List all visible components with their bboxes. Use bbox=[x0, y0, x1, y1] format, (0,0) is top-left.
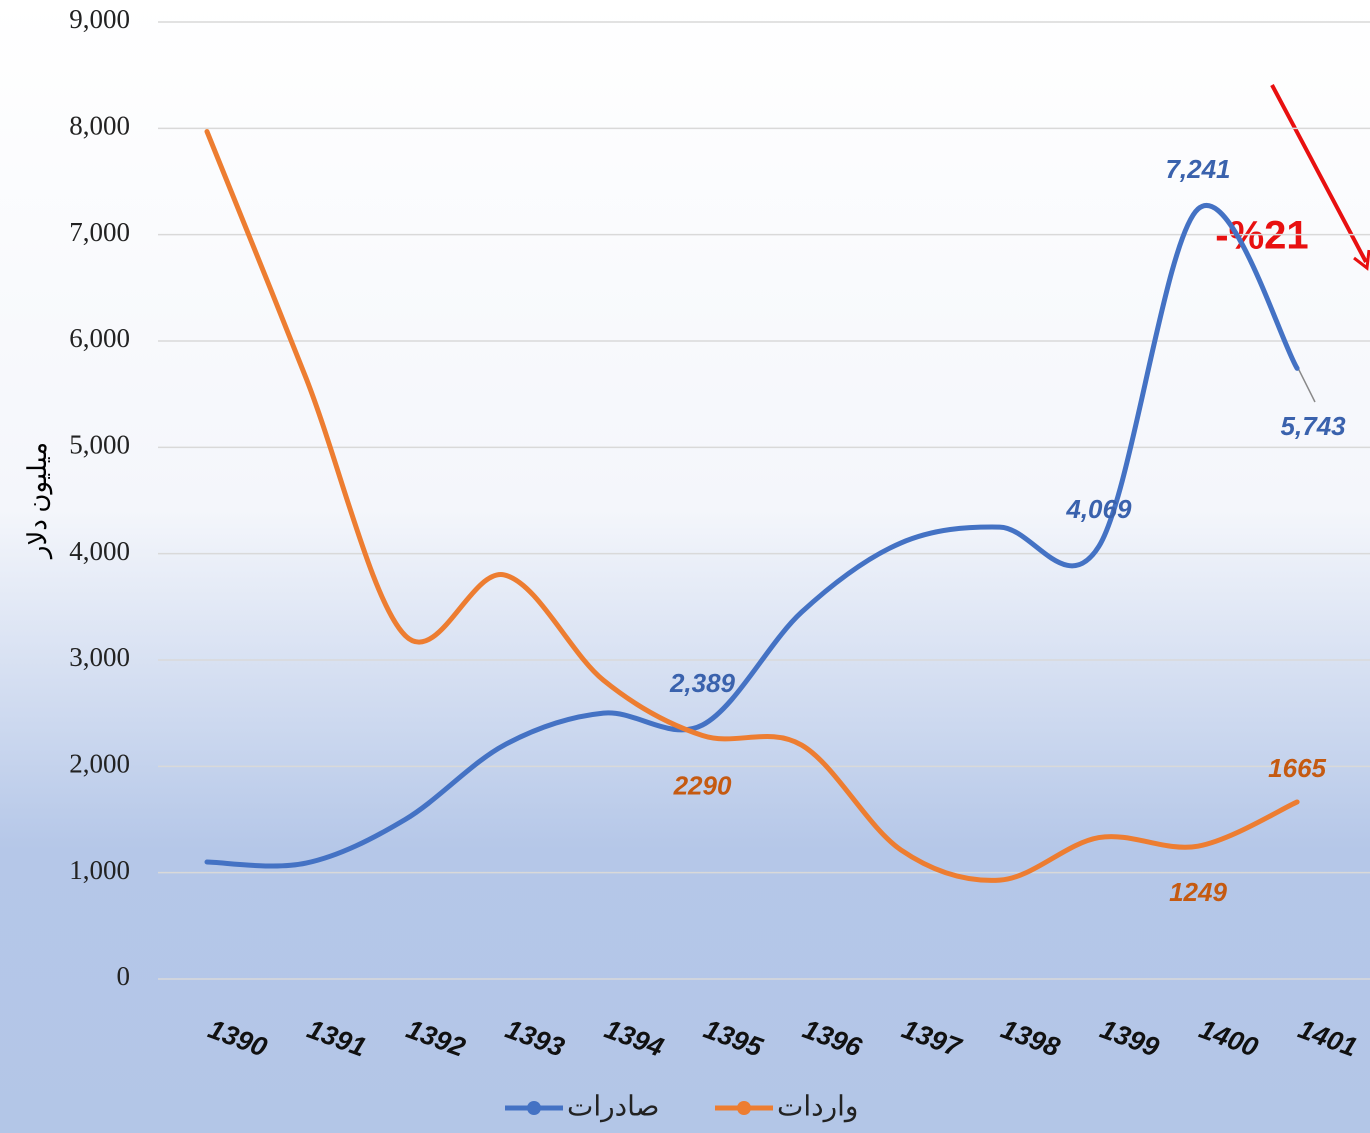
y-tick-label: 7,000 bbox=[69, 217, 130, 247]
legend-marker bbox=[527, 1101, 541, 1115]
legend-marker bbox=[737, 1101, 751, 1115]
y-tick-label: 6,000 bbox=[69, 323, 130, 353]
data-label: 2290 bbox=[673, 770, 732, 800]
data-label: 1665 bbox=[1268, 753, 1326, 783]
series-line bbox=[204, 203, 1300, 869]
y-tick-label: 9,000 bbox=[69, 4, 130, 34]
y-axis-label: میلیون دلار bbox=[23, 442, 53, 560]
leader-line bbox=[1297, 367, 1316, 403]
arrow-head bbox=[1353, 249, 1370, 271]
y-tick-label: 1,000 bbox=[69, 855, 130, 885]
y-tick-label: 2,000 bbox=[69, 749, 130, 779]
data-label: 4,069 bbox=[1065, 494, 1132, 524]
data-label: 7,241 bbox=[1165, 154, 1230, 184]
data-label: 5,743 bbox=[1281, 411, 1347, 441]
legend-label: صادرات bbox=[567, 1090, 659, 1123]
y-tick-label: 8,000 bbox=[69, 111, 130, 141]
y-tick-label: 0 bbox=[117, 961, 131, 991]
legend-label: واردات bbox=[777, 1090, 858, 1123]
y-tick-label: 4,000 bbox=[69, 536, 130, 566]
y-tick-label: 5,000 bbox=[69, 430, 130, 460]
trend-arrow bbox=[1270, 84, 1368, 263]
data-label: 1249 bbox=[1169, 877, 1227, 907]
annotation: -%21 bbox=[1215, 214, 1308, 258]
y-tick-label: 3,000 bbox=[69, 642, 130, 672]
data-label: 2,389 bbox=[669, 668, 736, 698]
series-line bbox=[204, 129, 1300, 883]
